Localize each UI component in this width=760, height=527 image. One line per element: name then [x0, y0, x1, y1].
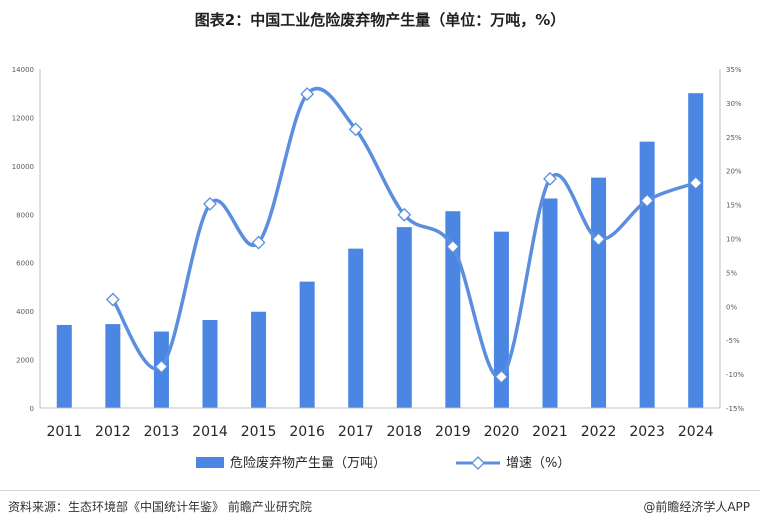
left-tick-label: 8000	[16, 211, 34, 219]
bar	[639, 141, 655, 408]
right-tick-label: 30%	[726, 100, 742, 108]
right-tick-label: -10%	[726, 371, 744, 379]
x-tick-label: 2016	[289, 424, 325, 440]
right-tick-label: 20%	[726, 168, 742, 176]
chart-title: 图表2：中国工业危险废弃物产生量（单位：万吨，%）	[194, 11, 566, 29]
growth-marker	[154, 359, 169, 374]
legend-bar-swatch	[196, 457, 224, 468]
left-tick-label: 6000	[16, 260, 34, 268]
growth-marker	[397, 207, 412, 222]
growth-marker	[445, 239, 460, 254]
x-tick-label: 2014	[192, 424, 228, 440]
growth-marker	[640, 193, 655, 208]
left-tick-label: 10000	[12, 163, 34, 171]
growth-marker	[543, 171, 557, 186]
legend-bar-label: 危险废弃物产生量（万吨）	[230, 455, 386, 471]
legend-marker-icon	[471, 456, 485, 470]
growth-line-series	[105, 86, 703, 384]
growth-line	[111, 86, 697, 380]
bar	[348, 248, 364, 408]
bar	[445, 211, 461, 408]
x-tick-label: 2011	[46, 424, 82, 440]
growth-marker	[300, 87, 315, 102]
left-tick-label: 4000	[16, 308, 34, 316]
x-tick-label: 2021	[532, 424, 568, 440]
right-tick-label: 10%	[726, 236, 742, 244]
bar-series	[56, 93, 704, 408]
right-tick-label: 5%	[726, 269, 737, 277]
bar	[493, 231, 509, 408]
right-axis: -15% -10% -5% 0% 5% 10% 15% 20% 25% 30% 35%	[719, 66, 744, 413]
growth-marker	[251, 235, 266, 250]
left-tick-label: 0	[30, 405, 34, 413]
bar	[591, 177, 607, 408]
left-tick-label: 12000	[12, 114, 34, 122]
source-note: 资料来源：生态环境部《中国统计年鉴》 前瞻产业研究院	[8, 500, 312, 514]
legend-line-label: 增速（%）	[506, 456, 570, 471]
x-tick-label: 2024	[678, 424, 714, 440]
growth-marker	[494, 369, 509, 384]
x-tick-label: 2019	[435, 424, 471, 440]
right-tick-label: 0%	[726, 303, 737, 311]
x-tick-label: 2015	[241, 424, 277, 440]
legend: 危险废弃物产生量（万吨） 增速（%）	[196, 455, 570, 471]
right-tick-label: 25%	[726, 134, 742, 142]
x-tick-label: 2017	[338, 424, 374, 440]
bar	[105, 324, 121, 408]
x-tick-label: 2023	[629, 424, 665, 440]
left-axis: 0 2000 4000 6000 8000 10000 12000 14000	[12, 66, 41, 413]
left-tick-label: 14000	[12, 66, 34, 74]
bar	[251, 311, 267, 408]
credit-note: @前瞻经济学人APP	[643, 500, 750, 514]
bar	[396, 227, 412, 408]
x-tick-label: 2018	[386, 424, 422, 440]
growth-marker	[105, 292, 120, 307]
x-axis: 2011 2012 2013 2014 2015 2016 2017 2018 2019 2020…	[40, 407, 720, 440]
left-tick-label: 2000	[16, 357, 34, 365]
bar	[542, 198, 558, 408]
right-tick-label: 35%	[726, 66, 742, 74]
bar	[56, 324, 72, 408]
bar	[202, 320, 218, 408]
x-tick-label: 2013	[144, 424, 180, 440]
growth-marker	[591, 232, 606, 247]
bar	[688, 93, 704, 408]
right-tick-label: -15%	[726, 405, 744, 413]
right-tick-label: 15%	[726, 202, 742, 210]
right-tick-label: -5%	[726, 337, 740, 345]
x-tick-label: 2012	[95, 424, 131, 440]
footer-divider	[0, 490, 760, 491]
x-tick-label: 2020	[484, 424, 520, 440]
growth-marker	[688, 175, 703, 190]
growth-marker	[348, 122, 363, 137]
growth-marker	[203, 197, 217, 211]
bar	[299, 281, 315, 408]
x-tick-label: 2022	[581, 424, 617, 440]
